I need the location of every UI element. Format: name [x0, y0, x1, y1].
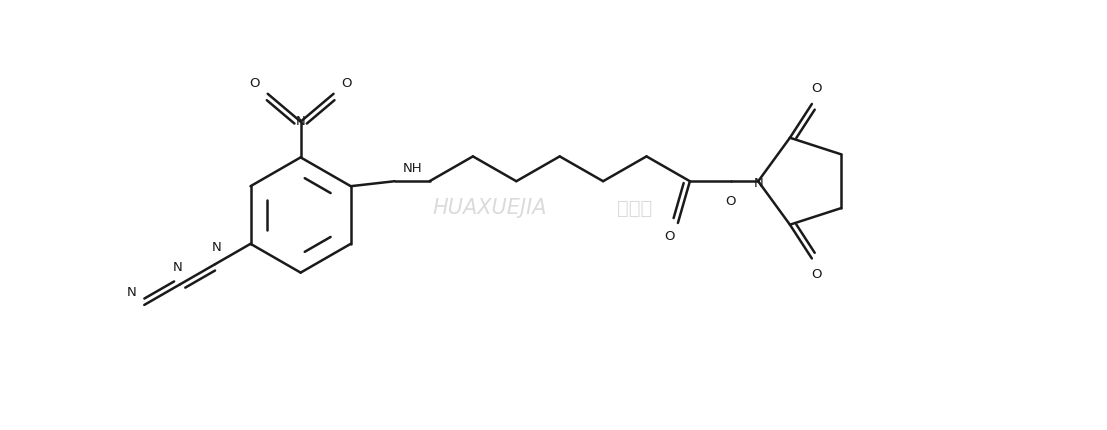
Text: O: O: [811, 268, 823, 281]
Text: O: O: [811, 82, 823, 95]
Text: O: O: [664, 230, 675, 243]
Text: N: N: [213, 241, 223, 254]
Text: O: O: [725, 195, 736, 208]
Text: O: O: [341, 77, 352, 90]
Text: NH: NH: [403, 162, 423, 175]
Text: O: O: [249, 77, 260, 90]
Text: N: N: [126, 286, 136, 299]
Text: HUAXUEJIA: HUAXUEJIA: [433, 198, 547, 218]
Text: 化学加: 化学加: [618, 199, 652, 218]
Text: N: N: [296, 115, 306, 128]
Text: N: N: [754, 177, 763, 190]
Text: N: N: [173, 261, 183, 274]
